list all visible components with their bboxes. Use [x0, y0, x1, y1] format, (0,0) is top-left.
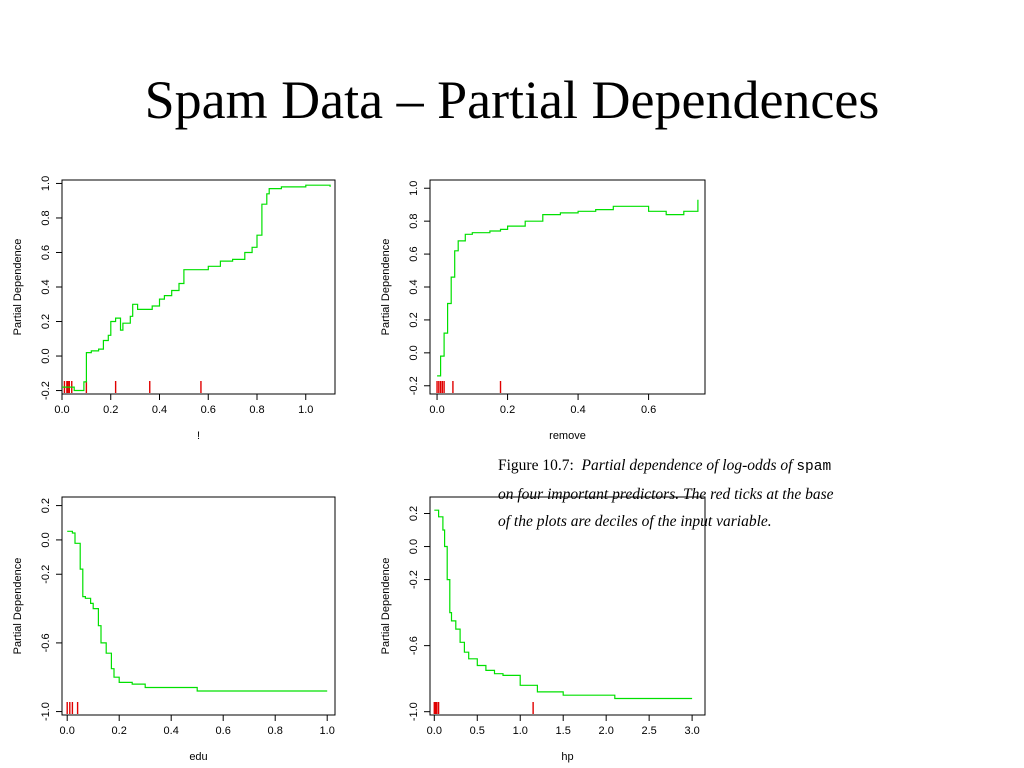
x-axis-label: ! [197, 430, 200, 442]
slide-title: Spam Data – Partial Dependences [144, 70, 880, 130]
y-tick-label: 0.6 [40, 245, 52, 260]
y-tick-label: -0.6 [408, 636, 420, 655]
y-tick-label: -0.2 [408, 570, 420, 589]
x-tick-label: 1.0 [298, 404, 313, 416]
y-tick-label: 0.4 [40, 279, 52, 294]
x-tick-label: 0.0 [54, 404, 69, 416]
y-axis-label: Partial Dependence [12, 558, 24, 655]
x-axis-label: remove [549, 430, 586, 442]
plot-frame [61, 496, 336, 716]
x-tick-label: 2.5 [641, 725, 656, 737]
y-tick-label: 0.4 [408, 279, 420, 294]
partial-dependence-curve [434, 509, 693, 700]
x-tick-label: 0.0 [60, 725, 75, 737]
x-tick-label: 0.2 [103, 404, 118, 416]
y-tick-label: 0.0 [408, 539, 420, 554]
x-tick-label: 1.5 [556, 725, 571, 737]
x-tick-label: 1.0 [320, 725, 335, 737]
caption-text-1: Partial dependence of log-odds of [581, 457, 793, 474]
y-axis-label: Partial Dependence [12, 239, 24, 336]
y-tick-label: -0.2 [40, 565, 52, 584]
x-tick-label: 0.0 [427, 725, 442, 737]
y-tick-label: 1.0 [40, 176, 52, 191]
partial-dependence-curve [62, 184, 331, 392]
y-tick-label: 1.0 [408, 181, 420, 196]
x-tick-label: 0.4 [164, 725, 179, 737]
x-tick-label: 0.8 [249, 404, 264, 416]
x-tick-label: 3.0 [684, 725, 699, 737]
y-tick-label: 0.8 [40, 210, 52, 225]
y-tick-label: -1.0 [40, 702, 52, 721]
y-tick-label: -1.0 [408, 702, 420, 721]
plot-frame [429, 496, 706, 716]
y-tick-label: 0.6 [408, 246, 420, 261]
caption-line-3: of the plots are deciles of the input va… [498, 513, 772, 530]
caption-keyword: spam [796, 459, 832, 475]
x-tick-label: 2.0 [599, 725, 614, 737]
x-tick-label: 0.6 [216, 725, 231, 737]
x-tick-label: 0.6 [201, 404, 216, 416]
x-tick-label: 0.4 [570, 404, 585, 416]
x-tick-label: 0.2 [112, 725, 127, 737]
plot-remove: 0.0 0.2 0.4 0.6 -0.2 0.0 0.2 0.4 0.6 0.8 1.0 remove… [380, 179, 706, 442]
caption-line-2: on four important predictors. The red ti… [498, 486, 834, 503]
plot-frame [429, 179, 706, 395]
plot-edu: 0.0 0.2 0.4 0.6 0.8 1.0 -1.0 -0.6 -0.2 0.0 0.2 edu P… [12, 496, 336, 763]
caption-label: Figure 10.7: [498, 457, 574, 474]
y-tick-label: 0.0 [40, 348, 52, 363]
y-tick-label: 0.0 [408, 345, 420, 360]
y-tick-label: 0.8 [408, 214, 420, 229]
y-tick-label: -0.6 [40, 633, 52, 652]
y-tick-label: 0.0 [40, 532, 52, 547]
x-tick-label: 0.2 [500, 404, 515, 416]
y-tick-label: 0.2 [40, 498, 52, 513]
x-tick-label: 1.0 [513, 725, 528, 737]
y-tick-label: 0.2 [40, 314, 52, 329]
partial-dependence-curve [67, 530, 328, 692]
x-axis-label: hp [561, 751, 573, 763]
y-tick-label: 0.2 [408, 312, 420, 327]
plot-frame [61, 179, 336, 395]
y-tick-label: -0.2 [40, 381, 52, 400]
y-tick-label: -0.2 [408, 376, 420, 395]
plot-hp: 0.0 0.5 1.0 1.5 2.0 2.5 3.0 -1.0 -0.6 -0.2 0.0 0.2 h… [380, 496, 706, 763]
y-tick-label: 0.2 [408, 506, 420, 521]
y-axis-label: Partial Dependence [380, 239, 392, 336]
x-tick-label: 0.5 [470, 725, 485, 737]
x-tick-label: 0.8 [268, 725, 283, 737]
x-tick-label: 0.0 [429, 404, 444, 416]
x-tick-label: 0.6 [641, 404, 656, 416]
x-tick-label: 0.4 [152, 404, 167, 416]
partial-dependence-curve [437, 199, 699, 377]
y-axis-label: Partial Dependence [380, 558, 392, 655]
caption-line-1: Figure 10.7: Partial dependence of log-o… [498, 452, 1020, 481]
plot-exclamation: 0.0 0.2 0.4 0.6 0.8 1.0-0.20.00.20.40.60.81.0… [12, 176, 336, 442]
figure-caption: Figure 10.7: Partial dependence of log-o… [498, 452, 1020, 535]
x-axis-label: edu [189, 751, 207, 763]
